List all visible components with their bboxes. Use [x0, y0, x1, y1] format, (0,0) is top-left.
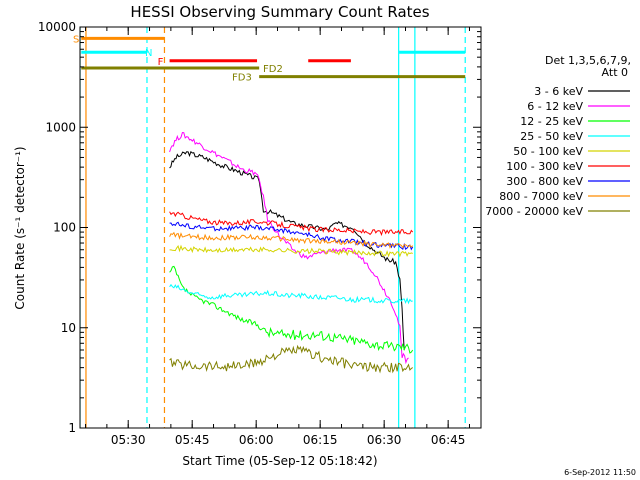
- series-line: [169, 265, 414, 354]
- series-line: [169, 221, 414, 251]
- x-tick-label: 06:00: [239, 433, 274, 447]
- flag-bars: S NF FD2 FD3: [73, 34, 466, 84]
- x-axis-ticks: 05:30 05:45 06:00 06:15 06:30 06:45: [85, 27, 470, 447]
- legend-entry-label: 800 - 7000 keV: [499, 190, 583, 203]
- legend-entry-label: 50 - 100 keV: [513, 145, 583, 158]
- plot-area: S NF FD2 FD3 05:30 05:45 06:00 06:15 06:30 06:45…: [38, 20, 482, 447]
- y-axis-label: Count Rate (s⁻¹ detector⁻¹): [13, 146, 27, 309]
- y-tick-label: 1000: [45, 120, 76, 134]
- y-tick-label: 100: [53, 221, 76, 235]
- flag-label-s: S: [73, 34, 79, 45]
- series-line: [169, 344, 413, 374]
- series-line: [169, 150, 405, 351]
- flag-label-n: N: [145, 48, 152, 59]
- footer-timestamp: 6-Sep-2012 11:50: [564, 468, 636, 477]
- series-line: [169, 231, 414, 249]
- legend-entry-label: 300 - 800 keV: [506, 175, 583, 188]
- x-tick-label: 05:30: [111, 433, 146, 447]
- legend-title: Det 1,3,5,6,7,9,: [545, 54, 631, 67]
- flag-label-fd3: FD3: [232, 73, 252, 84]
- legend: Det 1,3,5,6,7,9, Att 0 3 - 6 keV 6 - 12 k…: [485, 54, 631, 218]
- y-tick-label: 10000: [38, 20, 76, 34]
- y-tick-label: 10: [61, 321, 76, 335]
- flag-label-fd2: FD2: [263, 64, 283, 75]
- y-axis-ticks: 1 10 100 1000 10000: [38, 20, 481, 435]
- legend-entry-label: 100 - 300 keV: [506, 160, 583, 173]
- legend-entry-label: 7000 - 20000 keV: [485, 205, 583, 218]
- legend-entry-label: 12 - 25 keV: [520, 115, 583, 128]
- legend-entry-label: 25 - 50 keV: [520, 130, 583, 143]
- y-tick-label: 1: [68, 421, 76, 435]
- legend-entry-label: 6 - 12 keV: [527, 100, 583, 113]
- time-markers: [80, 27, 466, 428]
- legend-entry-label: 3 - 6 keV: [534, 85, 583, 98]
- legend-subtitle: Att 0: [602, 66, 628, 79]
- x-axis-label: Start Time (05-Sep-12 05:18:42): [182, 454, 377, 468]
- flag-label-f: F: [158, 57, 164, 68]
- series-line: [169, 211, 414, 237]
- x-tick-label: 06:30: [367, 433, 402, 447]
- series-line: [169, 283, 413, 305]
- x-tick-label: 06:15: [303, 433, 338, 447]
- chart-title: HESSI Observing Summary Count Rates: [130, 3, 429, 21]
- series-layer: [169, 131, 414, 374]
- series-line: [169, 244, 413, 258]
- series-line: [169, 131, 409, 365]
- x-tick-label: 05:45: [175, 433, 210, 447]
- x-tick-label: 06:45: [431, 433, 466, 447]
